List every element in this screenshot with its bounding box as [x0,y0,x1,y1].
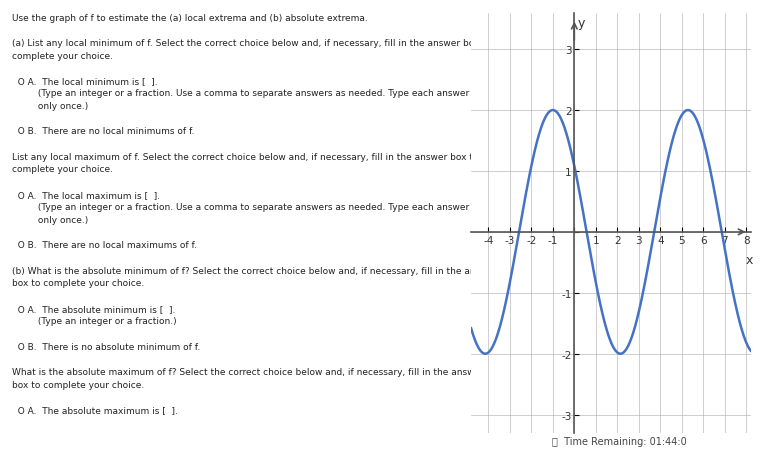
Text: O B.  There is no absolute minimum of f.: O B. There is no absolute minimum of f. [12,342,201,351]
Text: complete your choice.: complete your choice. [12,51,113,60]
Text: x: x [746,253,753,267]
Text: y: y [578,17,585,30]
Text: box to complete your choice.: box to complete your choice. [12,380,145,389]
Text: (a) List any local minimum of f. Select the correct choice below and, if necessa: (a) List any local minimum of f. Select … [12,39,492,48]
Text: box to complete your choice.: box to complete your choice. [12,279,145,288]
Text: What is the absolute maximum of f? Select the correct choice below and, if neces: What is the absolute maximum of f? Selec… [12,367,484,376]
Text: (b) What is the absolute minimum of f? Select the correct choice below and, if n: (b) What is the absolute minimum of f? S… [12,266,497,275]
Text: O A.  The local minimum is [  ].: O A. The local minimum is [ ]. [12,77,158,86]
Text: only once.): only once.) [12,102,89,111]
Text: Use the graph of f to estimate the (a) local extrema and (b) absolute extrema.: Use the graph of f to estimate the (a) l… [12,14,368,23]
Text: (Type an integer or a fraction. Use a comma to separate answers as needed. Type : (Type an integer or a fraction. Use a co… [12,89,470,98]
Text: O A.  The local maximum is [  ].: O A. The local maximum is [ ]. [12,190,160,199]
Text: O B.  There are no local maximums of f.: O B. There are no local maximums of f. [12,241,198,250]
Text: List any local maximum of f. Select the correct choice below and, if necessary, : List any local maximum of f. Select the … [12,152,479,161]
Text: ⓘ  Time Remaining: 01:44:0: ⓘ Time Remaining: 01:44:0 [552,437,686,446]
Text: (Type an integer or a fraction.): (Type an integer or a fraction.) [12,317,177,326]
Text: complete your choice.: complete your choice. [12,165,113,174]
Text: only once.): only once.) [12,216,89,225]
Text: (Type an integer or a fraction. Use a comma to separate answers as needed. Type : (Type an integer or a fraction. Use a co… [12,203,470,212]
Text: O B.  There are no local minimums of f.: O B. There are no local minimums of f. [12,127,195,136]
Text: O A.  The absolute maximum is [  ].: O A. The absolute maximum is [ ]. [12,405,178,414]
Text: O A.  The absolute minimum is [  ].: O A. The absolute minimum is [ ]. [12,304,175,313]
